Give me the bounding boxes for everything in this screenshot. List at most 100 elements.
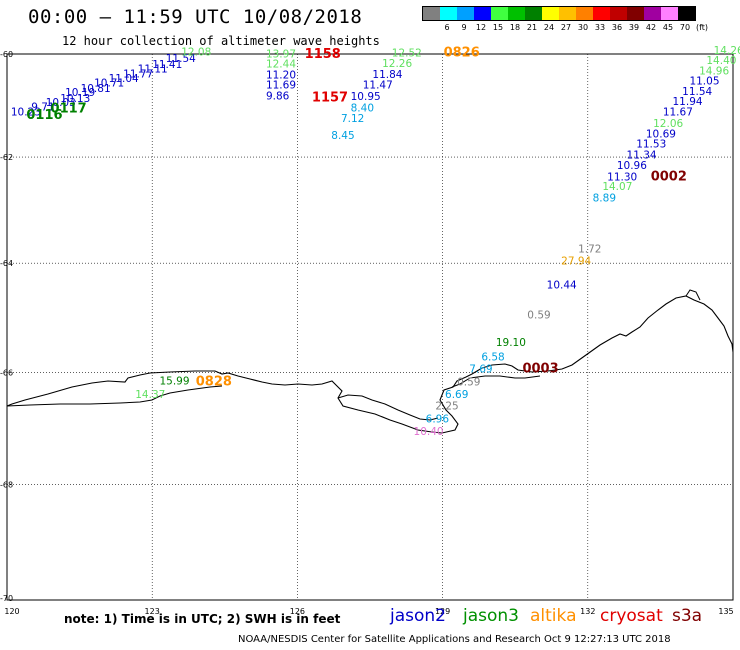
legend-tick: 9 — [461, 23, 467, 32]
legend-swatch — [508, 7, 525, 20]
wave-height-label: 10.03 — [46, 97, 76, 109]
wave-height-label: 15.99 — [159, 376, 189, 388]
lon-tick-label: 135 — [718, 607, 733, 616]
pass-time-label: 0002 — [651, 170, 687, 185]
legend-tick: 70 — [679, 23, 691, 32]
wave-height-label: 10.81 — [81, 83, 111, 95]
wave-height-label: 11.84 — [372, 69, 402, 81]
wave-height-label: 10.71 — [94, 78, 124, 90]
wave-height-label: 8.40 — [351, 102, 374, 114]
lon-tick-label: 120 — [4, 607, 19, 616]
coastline-western-shelf — [6, 385, 223, 407]
wave-height-label: 11.77 — [123, 68, 153, 80]
wave-height-label: 12.08 — [181, 47, 211, 59]
legend-swatch — [440, 7, 457, 20]
wave-height-label: 0.59 — [527, 310, 550, 322]
wave-height-label: 11.67 — [663, 106, 693, 118]
wave-height-label: 14.07 — [602, 181, 632, 193]
legend-tick-labels: 6 9 12 15 18 21 24 27 30 33 36 39 42 45 70 (ft) — [422, 21, 708, 33]
wave-height-label: 6.58 — [481, 351, 504, 363]
lon-tick-label: 129 — [435, 607, 450, 616]
wave-height-label: 10.69 — [646, 128, 676, 140]
wave-height-label: 2.25 — [435, 401, 458, 413]
legend-swatch — [610, 7, 627, 20]
wave-height-label: 6.69 — [445, 389, 468, 401]
wave-height-label: 10.96 — [617, 160, 647, 172]
legend-swatch — [678, 7, 695, 20]
color-legend: 6 9 12 15 18 21 24 27 30 33 36 39 42 45 70 (ft) — [422, 6, 708, 33]
wave-height-label: 10.95 — [351, 91, 381, 103]
satellite-s3a: s3a — [672, 606, 703, 626]
satellite-altika: altika — [530, 606, 577, 626]
wave-height-label: 14.96 — [699, 65, 729, 77]
graticule — [7, 54, 733, 600]
pass-time-label: 0826 — [444, 46, 480, 61]
wave-height-label: 13.97 — [266, 49, 296, 61]
lon-tick-label: 123 — [145, 607, 160, 616]
legend-tick: 39 — [628, 23, 640, 32]
legend-swatch — [576, 7, 593, 20]
wave-height-label: 27.94 — [561, 255, 591, 267]
wave-height-label: 19.10 — [496, 337, 526, 349]
map-frame — [6, 53, 734, 601]
wave-height-label: 10.19 — [65, 87, 95, 99]
observation-labels: 10.239.7110.0310.1310.1910.8110.7111.041… — [11, 45, 740, 438]
legend-tick: 36 — [611, 23, 623, 32]
wave-height-label: 12.44 — [266, 59, 296, 71]
legend-tick: 42 — [645, 23, 657, 32]
pass-time-label: 1158 — [305, 47, 341, 62]
legend-tick: 24 — [543, 23, 555, 32]
antarctic-coastline — [6, 295, 734, 434]
wave-height-label: 11.04 — [109, 73, 139, 85]
wave-height-label: 1.72 — [578, 243, 601, 255]
wave-height-label: 11.41 — [152, 59, 182, 71]
coastline-inner-bay — [337, 394, 439, 421]
legend-swatch — [423, 7, 440, 20]
pass-time-label: 0117 — [51, 101, 87, 116]
lon-tick-label: 126 — [290, 607, 305, 616]
legend-swatch — [525, 7, 542, 20]
coastline-east-headland — [685, 289, 701, 301]
legend-tick: 21 — [526, 23, 538, 32]
map-subtitle: 12 hour collection of altimeter wave hei… — [62, 34, 380, 48]
legend-swatch — [593, 7, 610, 20]
wave-height-label: 14.37 — [135, 389, 165, 401]
lat-tick-label: -60 — [0, 50, 13, 59]
wave-height-label: 11.53 — [636, 139, 666, 151]
wave-height-label: 12.06 — [653, 118, 683, 130]
wave-height-label: 10.13 — [60, 93, 90, 105]
wave-height-label: 7.12 — [341, 113, 364, 125]
lat-tick-label: -64 — [0, 259, 13, 268]
legend-tick: 45 — [662, 23, 674, 32]
wave-height-label: 14.26 — [714, 45, 740, 57]
satellite-cryosat: cryosat — [600, 606, 663, 626]
lon-tick-label: 132 — [580, 607, 595, 616]
wave-height-label: 11.47 — [363, 80, 393, 92]
pass-time-label: 0116 — [26, 108, 62, 123]
wave-height-label: 6.96 — [426, 414, 450, 426]
legend-swatch — [661, 7, 678, 20]
coastline-northern-bay — [451, 375, 541, 388]
wave-height-label: 10.23 — [11, 106, 41, 118]
legend-swatches — [422, 6, 696, 21]
legend-swatch — [457, 7, 474, 20]
wave-height-label: 12.26 — [382, 58, 412, 70]
wave-height-label: 9.86 — [266, 90, 290, 102]
wave-height-label: 7.69 — [469, 363, 492, 375]
legend-swatch — [559, 7, 576, 20]
footer-credit: NOAA/NESDIS Center for Satellite Applica… — [238, 634, 671, 645]
pass-time-label: 1157 — [312, 91, 348, 106]
legend-swatch — [644, 7, 661, 20]
wave-height-label: 11.30 — [607, 172, 637, 184]
legend-swatch — [474, 7, 491, 20]
wave-height-label: 12.52 — [392, 48, 422, 60]
pass-time-label: 0003 — [522, 361, 558, 376]
satellite-jason3: jason3 — [463, 606, 519, 626]
wave-height-label: 11.05 — [689, 76, 719, 88]
wave-height-label: 11.11 — [138, 63, 168, 75]
legend-swatch — [542, 7, 559, 20]
wave-height-label: 10.44 — [547, 280, 577, 292]
map-title: 00:00 – 11:59 UTC 10/08/2018 — [28, 6, 363, 28]
wave-height-label: 11.20 — [266, 69, 296, 81]
